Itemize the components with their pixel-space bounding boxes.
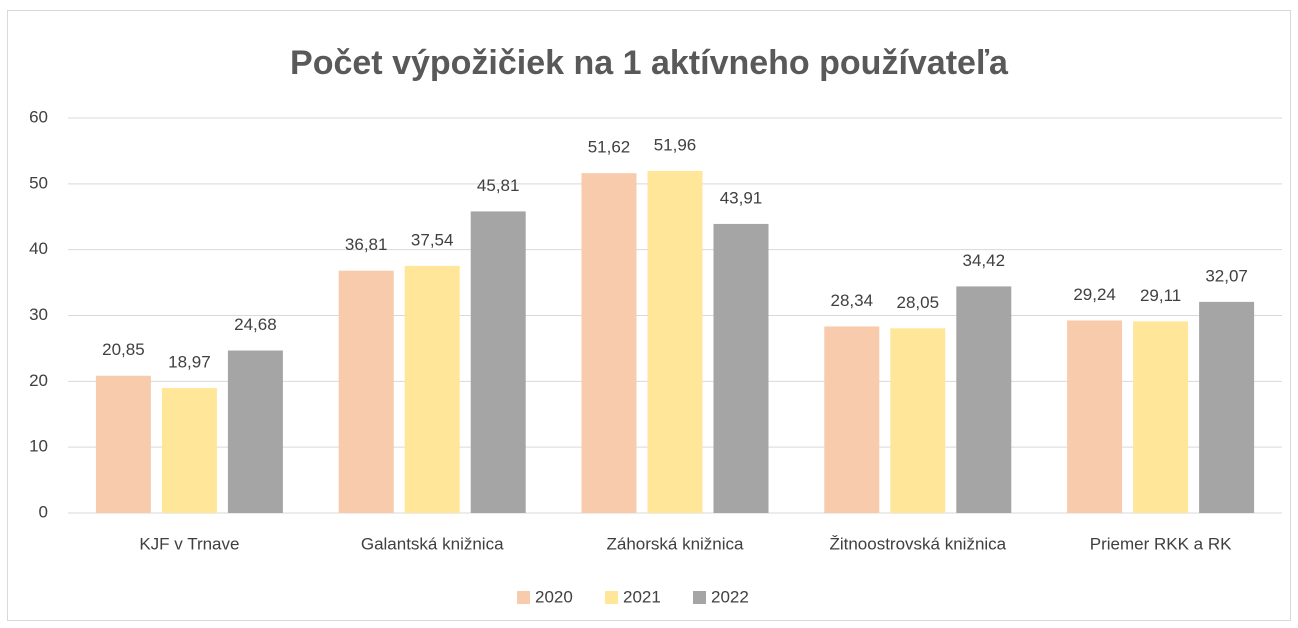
legend-label: 2022 xyxy=(711,587,749,606)
bar xyxy=(95,375,151,513)
bar xyxy=(404,265,460,513)
value-label: 29,11 xyxy=(1140,286,1181,305)
bar xyxy=(1133,321,1189,513)
value-label: 32,07 xyxy=(1205,266,1248,285)
value-label: 18,97 xyxy=(168,353,211,372)
bar xyxy=(470,211,526,514)
y-tick-label: 30 xyxy=(29,305,48,324)
y-tick-label: 20 xyxy=(29,371,48,390)
legend-label: 2021 xyxy=(623,587,661,606)
value-label: 45,81 xyxy=(477,176,520,195)
legend-swatch xyxy=(605,591,618,604)
x-tick-label: Galantská knižnica xyxy=(361,534,504,553)
value-label: 29,24 xyxy=(1073,285,1116,304)
value-label: 20,85 xyxy=(102,340,145,359)
bar xyxy=(1199,301,1255,513)
value-label: 28,34 xyxy=(831,291,874,310)
x-tick-label: Priemer RKK a RK xyxy=(1090,534,1232,553)
x-tick-label: Žitnoostrovská knižnica xyxy=(829,534,1006,553)
bar xyxy=(1067,320,1123,513)
bar xyxy=(713,223,769,513)
value-label: 36,81 xyxy=(345,235,388,254)
y-tick-label: 10 xyxy=(29,437,48,456)
y-tick-label: 40 xyxy=(29,239,48,258)
y-tick-label: 0 xyxy=(39,502,48,521)
bar xyxy=(647,170,703,513)
y-tick-label: 60 xyxy=(29,107,48,126)
value-label: 51,96 xyxy=(654,135,697,154)
legend-label: 2020 xyxy=(535,587,573,606)
y-tick-label: 50 xyxy=(29,173,48,192)
bar xyxy=(824,326,880,513)
x-tick-label: KJF v Trnave xyxy=(139,534,239,553)
legend-swatch xyxy=(517,591,530,604)
bar xyxy=(581,173,637,513)
value-label: 43,91 xyxy=(720,188,763,207)
legend-swatch xyxy=(693,591,706,604)
value-label: 37,54 xyxy=(411,230,454,249)
value-label: 28,05 xyxy=(897,293,940,312)
x-tick-label: Záhorská knižnica xyxy=(606,534,744,553)
bar xyxy=(338,270,394,513)
bar xyxy=(227,350,283,513)
value-label: 51,62 xyxy=(588,138,631,157)
bar xyxy=(161,388,217,513)
bar xyxy=(890,328,946,513)
bar xyxy=(956,286,1012,513)
value-label: 34,42 xyxy=(963,251,1006,270)
value-label: 24,68 xyxy=(234,315,277,334)
chart-title: Počet výpožičiek na 1 aktívneho používat… xyxy=(290,44,1009,82)
